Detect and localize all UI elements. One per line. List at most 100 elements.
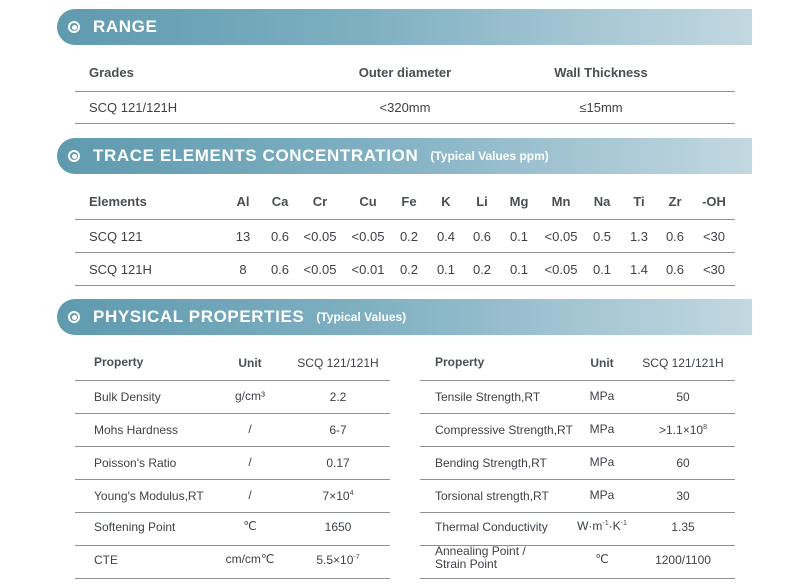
range-outer-diameter: <320mm (379, 100, 431, 115)
value-text: 5.5×10 (316, 553, 354, 567)
divider (420, 578, 735, 579)
col-header-unit: Unit (590, 356, 614, 370)
unit: ℃ (562, 552, 642, 566)
col-header-elements: Elements (89, 194, 147, 209)
table-cell: 1.4 (629, 262, 649, 277)
unit: / (210, 488, 290, 502)
value-text: 0.17 (326, 456, 350, 470)
divider (75, 123, 735, 124)
value-text: >1.1×10 (659, 423, 704, 437)
divider (75, 252, 735, 253)
col-header-element: Cr (312, 194, 328, 209)
unit-text: / (248, 455, 252, 469)
value-text: 1200/1100 (655, 553, 711, 567)
property-value: 1.35 (633, 520, 733, 534)
col-header-element: Mg (509, 194, 529, 209)
property-name: Torsional strength,RT (435, 489, 549, 503)
unit-exponent: -1 (602, 520, 609, 527)
unit-text: ℃ (243, 519, 257, 533)
property-name: Softening Point (94, 520, 176, 534)
property-name: Young's Modulus,RT (94, 489, 204, 503)
col-header-element: Na (593, 194, 611, 209)
col-header-outer-diameter: Outer diameter (358, 65, 452, 80)
table-cell: 0.2 (472, 262, 492, 277)
unit: MPa (562, 488, 642, 502)
range-banner: RANGE (57, 9, 752, 45)
property-value: 6-7 (288, 423, 388, 437)
property-name-line2: Strain Point (435, 557, 498, 571)
table-cell: <0.05 (544, 229, 578, 244)
unit: ℃ (210, 519, 290, 533)
property-name: Tensile Strength,RT (435, 390, 541, 404)
divider (420, 380, 735, 381)
property-value: 5.5×10-7 (288, 553, 388, 567)
property-name: CTE (94, 553, 118, 567)
unit: MPa (562, 389, 642, 403)
property-name-line1: Annealing Point / (435, 544, 526, 558)
col-header-element: -OH (702, 194, 726, 209)
property-value: 1650 (288, 520, 388, 534)
divider (420, 413, 735, 414)
unit-text: g/cm³ (235, 389, 265, 403)
value-text: 60 (676, 456, 690, 470)
value-text: 50 (676, 390, 690, 404)
unit: cm/cm℃ (210, 552, 290, 566)
property-value: 1200/1100 (633, 553, 733, 567)
table-cell: <0.05 (303, 229, 337, 244)
property-name: Mohs Hardness (94, 423, 179, 437)
table-cell: 0.6 (665, 229, 685, 244)
table-cell: <30 (702, 262, 726, 277)
unit: W·m-1·K-1 (562, 519, 642, 533)
unit: MPa (562, 455, 642, 469)
section-title: RANGE (93, 17, 158, 36)
col-header-unit: Unit (238, 356, 262, 370)
col-header-property: Property (435, 355, 485, 369)
col-header-grades: Grades (89, 65, 134, 80)
property-name: Annealing Point / Strain Point (435, 545, 526, 571)
section-subtitle: (Typical Values ppm) (430, 149, 549, 163)
value-exponent: -7 (353, 554, 360, 561)
divider (75, 413, 390, 414)
property-value: 60 (633, 456, 733, 470)
section-subtitle: (Typical Values) (316, 310, 407, 324)
target-bullet-icon (68, 311, 80, 323)
physical-banner: PHYSICAL PROPERTIES (Typical Values) (57, 299, 752, 335)
unit-text: MPa (589, 389, 615, 403)
target-bullet-icon (68, 150, 80, 162)
unit-text: ·K (608, 519, 621, 533)
unit-text: / (248, 422, 252, 436)
unit-exponent: -1 (620, 520, 627, 527)
col-header-property: Property (94, 355, 144, 369)
table-cell: 0.2 (399, 229, 419, 244)
property-value: 0.17 (288, 456, 388, 470)
divider (75, 479, 390, 480)
unit-text: / (248, 488, 252, 502)
value-text: 7×10 (322, 489, 350, 503)
col-header-element: Cu (359, 194, 377, 209)
col-header-grade: SCQ 121/121H (642, 356, 724, 370)
range-grade: SCQ 121/121H (89, 100, 178, 115)
col-header-wall-thickness: Wall Thickness (554, 65, 648, 80)
divider (75, 380, 390, 381)
section-title: PHYSICAL PROPERTIES (93, 307, 305, 326)
divider (75, 545, 390, 546)
row-grade-label: SCQ 121H (89, 262, 152, 277)
table-cell: 0.1 (592, 262, 612, 277)
unit-text: cm/cm℃ (225, 552, 275, 566)
row-grade-label: SCQ 121 (89, 229, 143, 244)
value-exponent: 4 (349, 490, 354, 497)
value-text: 1650 (324, 520, 352, 534)
divider (75, 285, 735, 286)
property-name: Poisson's Ratio (94, 456, 177, 470)
table-cell: 13 (235, 229, 251, 244)
table-cell: 0.6 (270, 229, 290, 244)
table-cell: 0.5 (592, 229, 612, 244)
divider (75, 219, 735, 220)
table-cell: 1.3 (629, 229, 649, 244)
property-value: 30 (633, 489, 733, 503)
unit: / (210, 455, 290, 469)
divider (75, 91, 735, 92)
col-header-element: Mn (551, 194, 571, 209)
table-cell: 0.1 (509, 229, 529, 244)
property-name: Bending Strength,RT (435, 456, 547, 470)
